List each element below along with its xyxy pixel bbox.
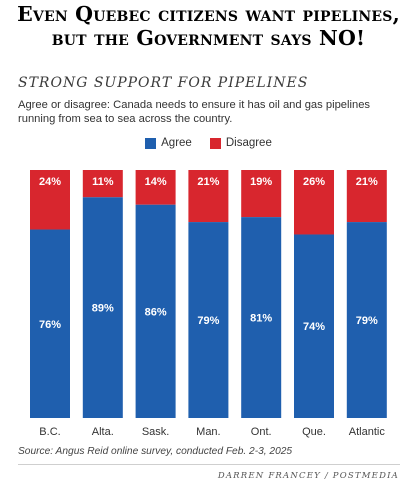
- chart-question: Agree or disagree: Canada needs to ensur…: [18, 99, 371, 125]
- legend-swatch-agree: [145, 137, 157, 149]
- label-agree-man: 79%: [197, 315, 219, 327]
- legend-label-disagree: Disagree: [225, 137, 272, 149]
- label-disagree-ont: 19%: [250, 176, 272, 188]
- legend-label-agree: Agree: [161, 137, 192, 149]
- label-disagree-bc: 24%: [39, 176, 61, 188]
- bar-agree-atlantic: [346, 222, 387, 418]
- divider: [18, 464, 400, 465]
- label-agree-atlantic: 79%: [356, 315, 378, 327]
- category-label-man: Man.: [196, 426, 220, 438]
- bar-agree-man: [188, 222, 229, 418]
- legend-item-agree: Agree: [145, 137, 192, 149]
- label-disagree-alta: 11%: [92, 176, 114, 188]
- chart-title: STRONG SUPPORT FOR PIPELINES: [18, 75, 309, 91]
- label-agree-ont: 81%: [250, 313, 272, 325]
- bar-disagree-que: [294, 170, 334, 235]
- category-label-atlantic: Atlantic: [349, 426, 386, 438]
- bar-disagree-atlantic: [346, 170, 387, 223]
- bar-agree-sask: [135, 204, 176, 418]
- bar-disagree-man: [188, 170, 229, 223]
- category-label-que: Que.: [302, 426, 326, 438]
- bar-disagree-sask: [135, 170, 176, 205]
- bar-disagree-alta: [82, 170, 123, 198]
- label-disagree-atlantic: 21%: [356, 176, 378, 188]
- bar-agree-ont: [241, 217, 282, 418]
- label-disagree-sask: 14%: [145, 176, 167, 188]
- label-agree-sask: 86%: [145, 306, 167, 318]
- category-label-ont: Ont.: [251, 426, 272, 438]
- source-note: Source: Angus Reid online survey, conduc…: [18, 446, 293, 457]
- bar-disagree-ont: [241, 170, 282, 218]
- bar-agree-que: [294, 234, 334, 418]
- label-agree-bc: 76%: [39, 319, 61, 331]
- bar-disagree-bc: [30, 170, 70, 230]
- category-label-sask: Sask.: [142, 426, 170, 438]
- stacked-bar-chart: 24% 76% B.C. 11% 89% Alta. 14% 86% Sask. 21% 79% Ma…: [30, 170, 387, 438]
- legend-swatch-disagree: [209, 137, 221, 149]
- bar-agree-bc: [30, 229, 70, 418]
- label-agree-que: 74%: [303, 321, 325, 333]
- label-disagree-man: 21%: [197, 176, 219, 188]
- bar-agree-alta: [82, 197, 123, 418]
- credit: DARREN FRANCEY / POSTMEDIA: [217, 471, 399, 481]
- category-label-bc: B.C.: [39, 426, 60, 438]
- category-label-alta: Alta.: [92, 426, 114, 438]
- label-disagree-que: 26%: [303, 176, 325, 188]
- legend-item-disagree: Disagree: [209, 137, 272, 149]
- legend: Agree Disagree: [0, 137, 417, 149]
- label-agree-alta: 89%: [92, 303, 114, 315]
- headline: Even Quebec citizens want pipelines, but…: [17, 2, 400, 50]
